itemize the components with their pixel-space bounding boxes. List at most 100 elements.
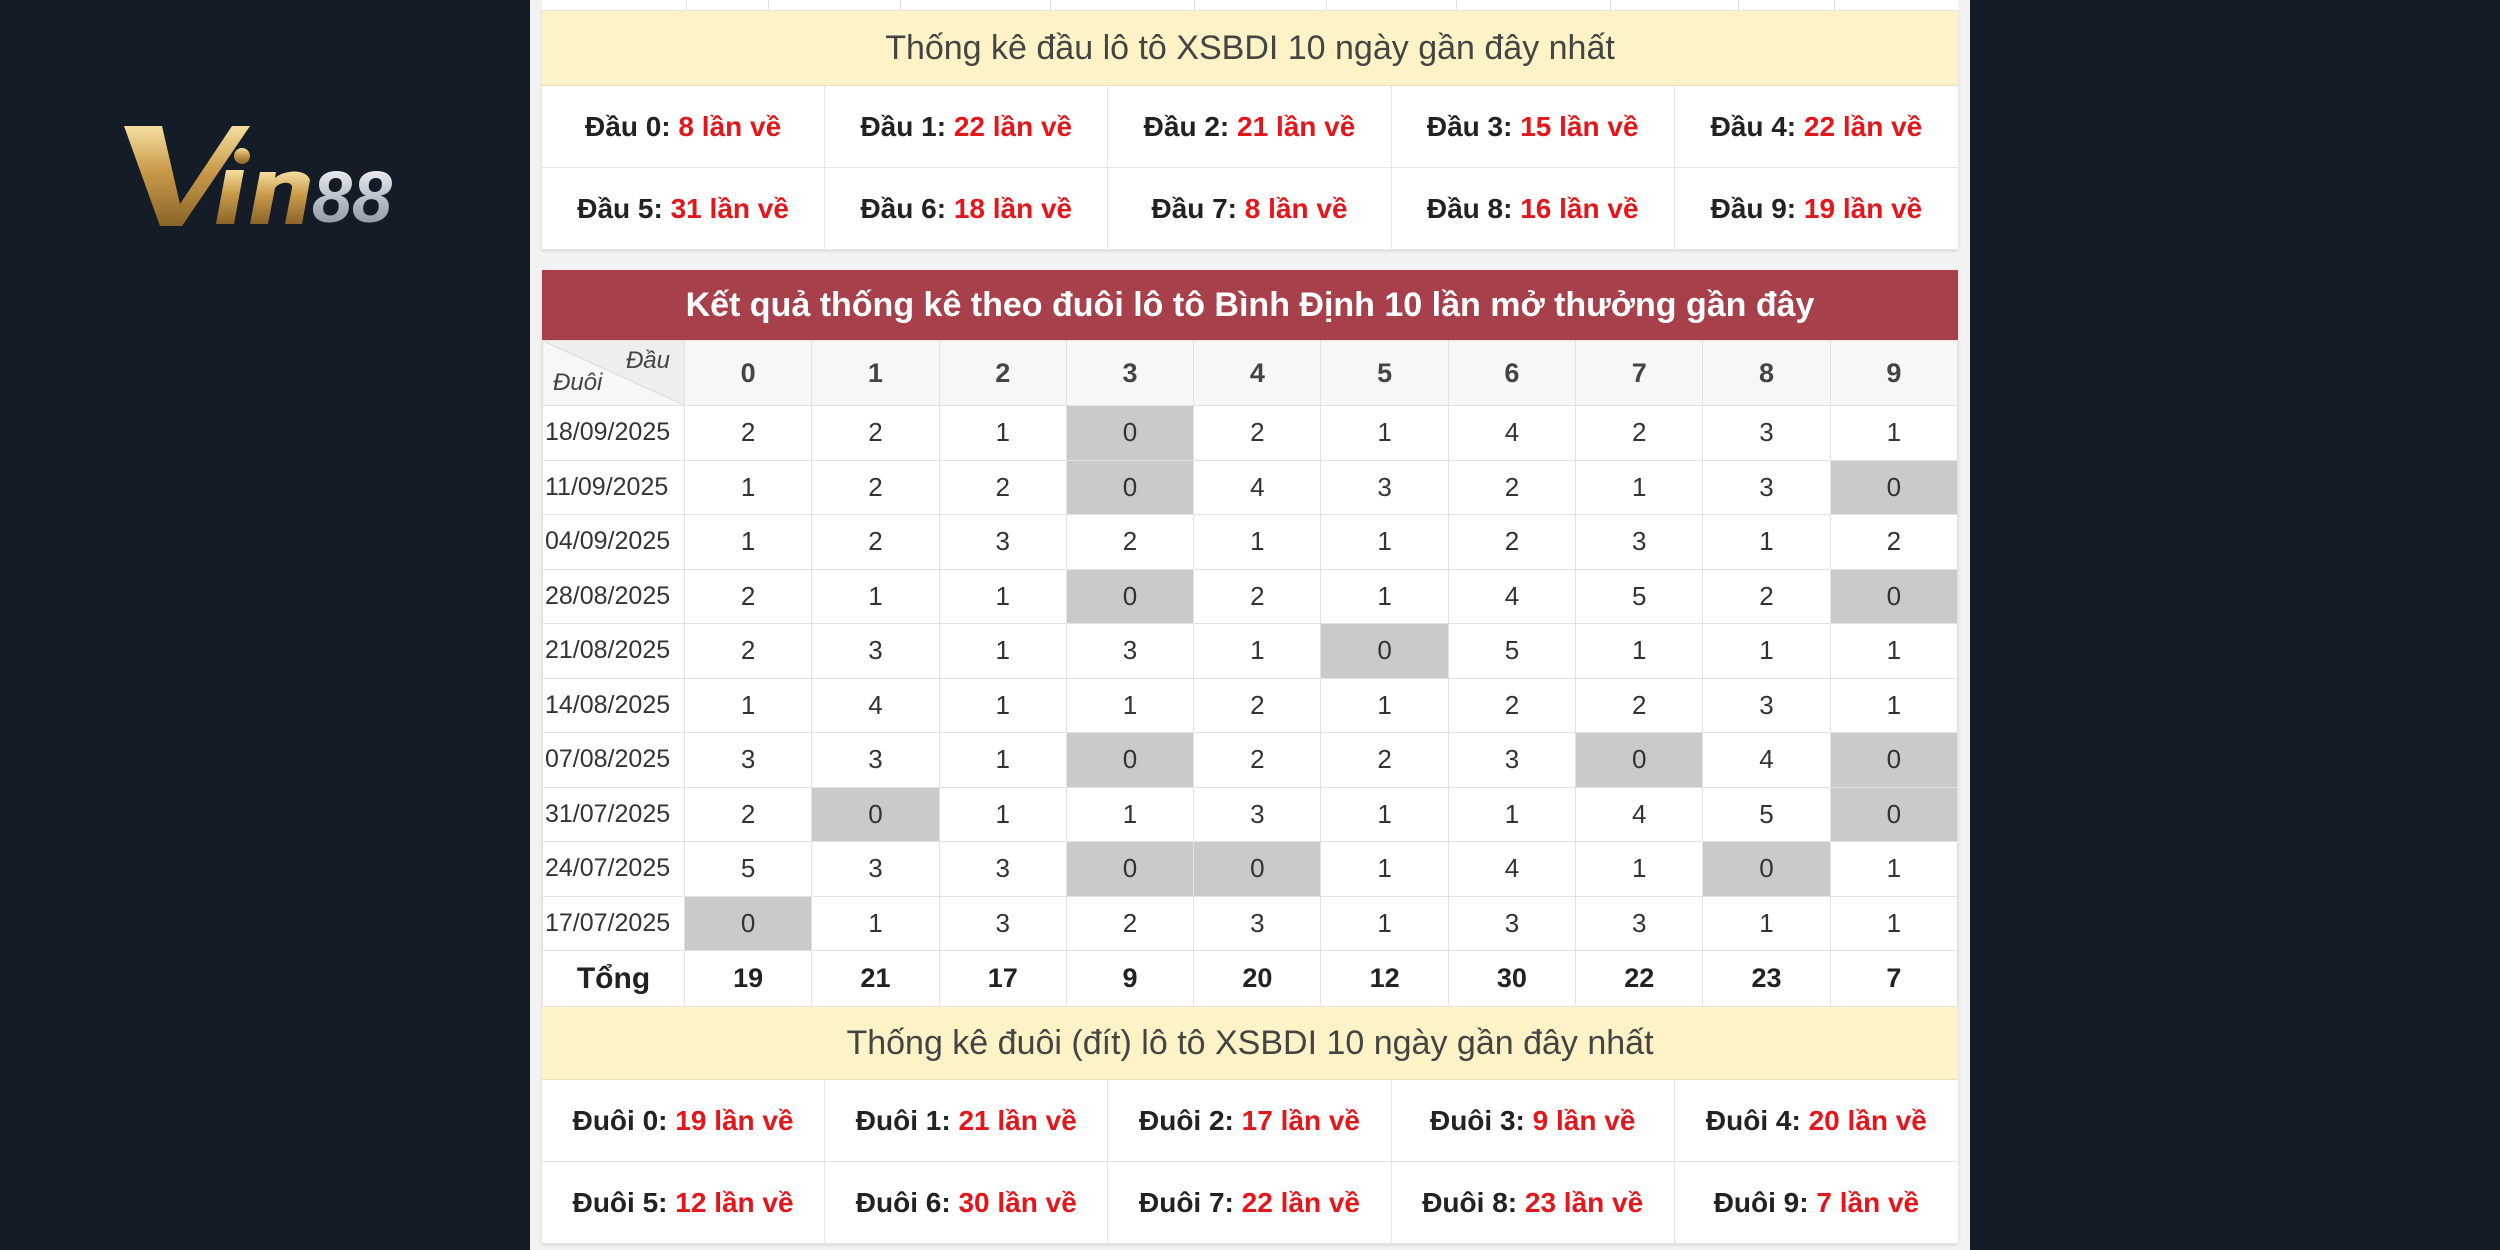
count-cell: 0: [1065, 732, 1195, 788]
dau-stat-9: Đầu 9: 19 lần về: [1674, 168, 1958, 250]
count-cell: 2: [811, 514, 940, 570]
stat-label: Đuôi 8:: [1422, 1187, 1518, 1218]
stat-value: 19 lần về: [675, 1105, 794, 1136]
count-cell: 2: [683, 568, 813, 624]
count-cell: 2: [1320, 732, 1449, 788]
stat-value: 9 lần về: [1532, 1105, 1636, 1136]
count-cell: 2: [811, 459, 940, 515]
stat-value: 15 lần về: [1520, 111, 1639, 142]
stat-label: Đuôi 0:: [572, 1105, 668, 1136]
stat-label: Đuôi 4:: [1705, 1105, 1801, 1136]
table-row: 18/09/2025 2 2 1 0 2 1 4 2 3 1: [542, 405, 1959, 461]
count-cell: 0: [1320, 623, 1449, 679]
count-cell: 2: [1193, 405, 1322, 461]
duoi-stat-8: Đuôi 8: 23 lần về: [1391, 1162, 1675, 1244]
column-header: 5: [1320, 340, 1449, 406]
total-cell: 23: [1702, 950, 1831, 1007]
duoi-stat-9: Đuôi 9: 7 lần về: [1674, 1162, 1958, 1244]
column-header: 1: [811, 340, 940, 406]
column-header: 7: [1575, 340, 1704, 406]
count-cell: 1: [1320, 677, 1449, 733]
duoi-stat-7: Đuôi 7: 22 lần về: [1108, 1162, 1392, 1244]
count-cell: 1: [1320, 568, 1449, 624]
count-cell: 0: [811, 786, 940, 842]
count-cell: 1: [1575, 459, 1704, 515]
count-cell: 5: [1447, 623, 1577, 679]
stat-value: 17 lần về: [1241, 1105, 1360, 1136]
count-cell: 4: [1702, 732, 1831, 788]
row-date: 28/08/2025: [542, 568, 685, 624]
count-cell: 3: [683, 732, 813, 788]
count-cell: 1: [938, 623, 1067, 679]
dau-stats-grid: Đầu 0: 8 lần về Đầu 1: 22 lần về Đầu 2: …: [542, 86, 1958, 250]
column-header: 9: [1829, 340, 1959, 406]
row-date: 14/08/2025: [542, 677, 685, 733]
count-cell: 3: [811, 732, 940, 788]
table-row: 21/08/2025 2 3 1 3 1 0 5 1 1 1: [542, 623, 1959, 679]
duoi-stats-heading: Thống kê đuôi (đít) lô tô XSBDI 10 ngày …: [542, 1007, 1958, 1080]
count-cell: 1: [938, 405, 1067, 461]
count-cell: 1: [1829, 841, 1959, 897]
total-cell: 17: [938, 950, 1067, 1007]
count-cell: 1: [1447, 786, 1577, 842]
count-cell: 2: [811, 405, 940, 461]
duoi-stat-6: Đuôi 6: 30 lần về: [825, 1162, 1109, 1244]
count-cell: 1: [1829, 623, 1959, 679]
count-cell: 3: [1065, 623, 1195, 679]
duoi-stat-0: Đuôi 0: 19 lần về: [542, 1080, 826, 1162]
count-cell: 1: [1065, 677, 1195, 733]
count-cell: 1: [1702, 514, 1831, 570]
table-row: 04/09/2025 1 2 3 2 1 1 2 3 1 2: [542, 514, 1959, 570]
count-cell: 0: [1193, 841, 1322, 897]
dau-stats-heading: Thống kê đầu lô tô XSBDI 10 ngày gần đây…: [542, 11, 1958, 86]
count-cell: 1: [683, 514, 813, 570]
svg-text:88: 88: [312, 158, 392, 233]
stat-value: 31 lần về: [670, 193, 789, 224]
count-cell: 2: [938, 459, 1067, 515]
table-header-row: Đầu Đuôi 0 1 2 3 4 5 6 7 8 9: [542, 340, 1959, 406]
dau-stat-4: Đầu 4: 22 lần về: [1674, 86, 1958, 168]
row-date: 21/08/2025: [542, 623, 685, 679]
count-cell: 2: [1193, 568, 1322, 624]
count-cell: 1: [1065, 786, 1195, 842]
count-cell: 1: [938, 677, 1067, 733]
total-label: Tổng: [542, 950, 685, 1007]
count-cell: 1: [1829, 405, 1959, 461]
table-body: 18/09/2025 2 2 1 0 2 1 4 2 3 1 11/09/2025 1 2 2 0 4 3 2 1 3 0…: [542, 405, 1959, 951]
count-cell: 0: [683, 895, 813, 951]
corner-cell: Đầu Đuôi: [542, 340, 685, 406]
total-cell: 12: [1320, 950, 1449, 1007]
count-cell: 4: [811, 677, 940, 733]
total-cell: 30: [1447, 950, 1577, 1007]
stat-label: Đuôi 7:: [1139, 1187, 1234, 1218]
count-cell: 3: [1702, 459, 1831, 515]
column-header: 8: [1702, 340, 1831, 406]
duoi-table: Đầu Đuôi 0 1 2 3 4 5 6 7 8 9: [542, 340, 1959, 1007]
count-cell: 0: [1065, 405, 1195, 461]
stat-label: Đầu 2:: [1143, 111, 1230, 142]
count-cell: 0: [1702, 841, 1831, 897]
count-cell: 1: [938, 568, 1067, 624]
table-row: 31/07/2025 2 0 1 1 3 1 1 4 5 0: [542, 786, 1959, 842]
corner-dau-label: Đầu: [625, 347, 670, 374]
dau-stat-5: Đầu 5: 31 lần về: [542, 168, 826, 250]
count-cell: 2: [1447, 514, 1577, 570]
corner-duoi-label: Đuôi: [553, 369, 603, 396]
stat-label: Đầu 1:: [860, 111, 947, 142]
count-cell: 3: [1193, 895, 1322, 951]
stat-label: Đuôi 1:: [855, 1105, 951, 1136]
stat-label: Đuôi 2:: [1139, 1105, 1234, 1136]
dau-stat-3: Đầu 3: 15 lần về: [1391, 86, 1675, 168]
stat-label: Đuôi 5:: [572, 1187, 668, 1218]
count-cell: 4: [1575, 786, 1704, 842]
count-cell: 3: [811, 841, 940, 897]
total-cell: 9: [1065, 950, 1195, 1007]
stat-label: Đầu 3:: [1426, 111, 1513, 142]
column-header: 0: [683, 340, 813, 406]
row-date: 31/07/2025: [542, 786, 685, 842]
count-cell: 2: [1575, 677, 1704, 733]
stat-label: Đầu 6:: [860, 193, 947, 224]
count-cell: 2: [1193, 732, 1322, 788]
count-cell: 5: [1702, 786, 1831, 842]
stat-value: 18 lần về: [953, 193, 1073, 224]
